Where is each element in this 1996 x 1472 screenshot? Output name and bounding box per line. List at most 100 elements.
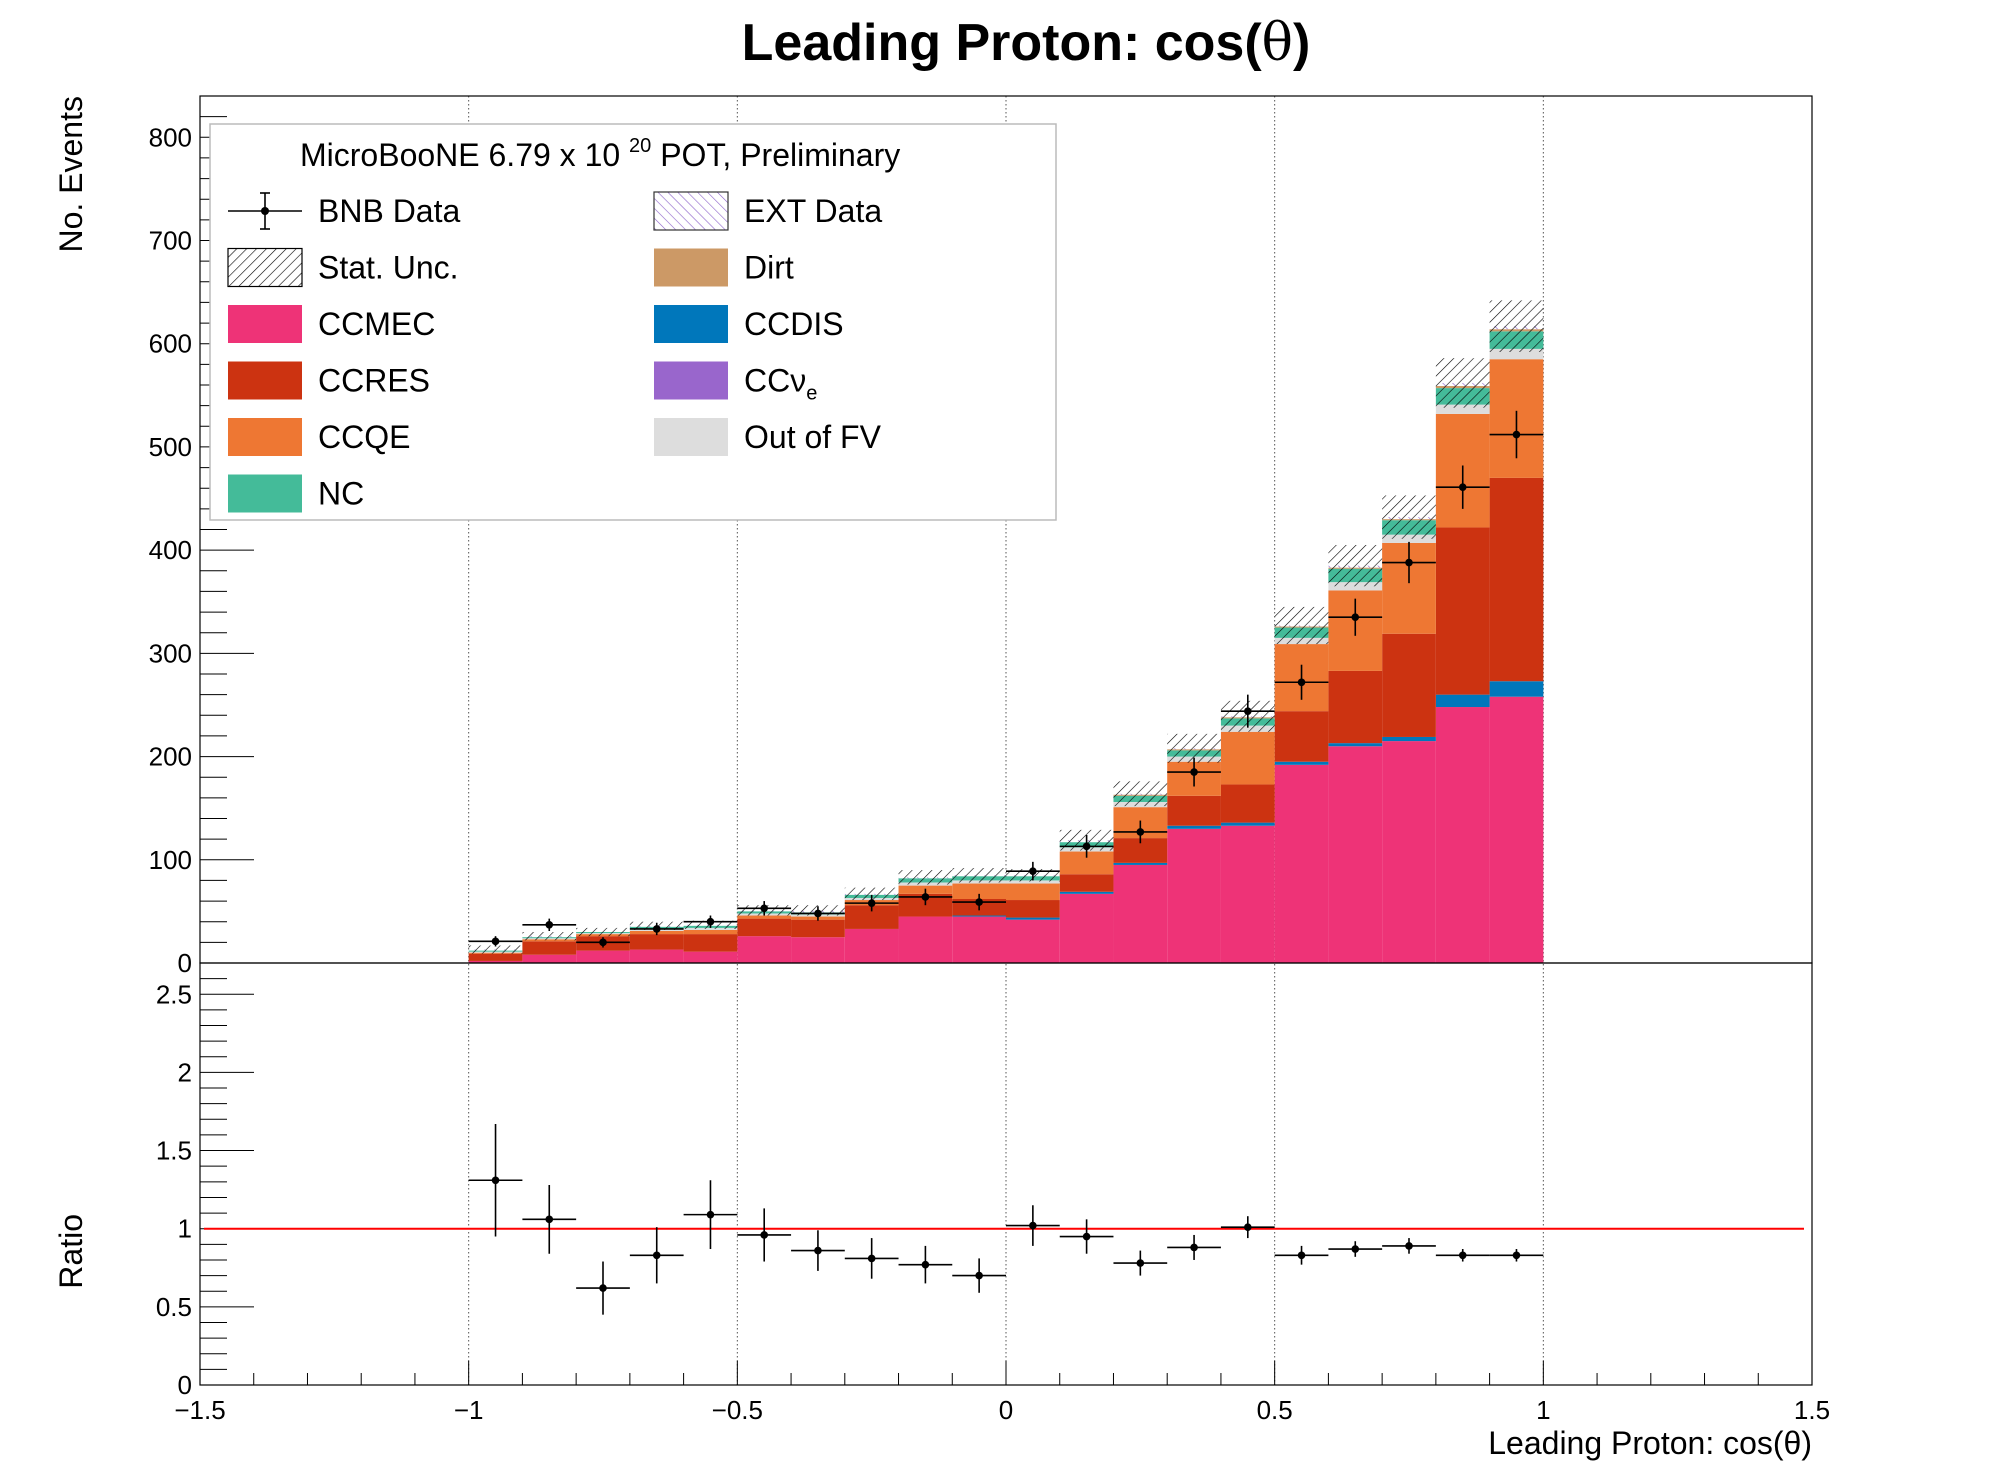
legend-label-text: CCMEC bbox=[318, 306, 435, 342]
legend-label: NC bbox=[318, 476, 364, 512]
bar-ccdis bbox=[1382, 736, 1436, 742]
stat-unc-band bbox=[1382, 495, 1436, 539]
bar-ccres bbox=[1167, 795, 1221, 826]
ratio-tick-label: 0.5 bbox=[156, 1292, 192, 1322]
ratio-tick-label: 1 bbox=[178, 1214, 192, 1244]
legend-header-text: POT, Preliminary bbox=[651, 137, 900, 173]
ratio-tick-label: 2.5 bbox=[156, 979, 192, 1009]
stat-unc-band bbox=[1274, 606, 1329, 645]
legend-label-text: NC bbox=[318, 476, 364, 512]
bar-ccmec bbox=[576, 950, 630, 963]
x-tick-label: −1.5 bbox=[174, 1395, 225, 1425]
bar-ccmec bbox=[1382, 741, 1436, 963]
legend-label: Dirt bbox=[744, 250, 794, 286]
bar-ccmec bbox=[1059, 893, 1114, 963]
data-point bbox=[760, 904, 768, 913]
legend-label-text: Dirt bbox=[744, 250, 794, 286]
legend-swatch-out-of-fv bbox=[654, 418, 728, 456]
data-point bbox=[599, 938, 607, 947]
legend-swatch-hatched bbox=[653, 191, 729, 231]
bar-ccmec bbox=[1220, 825, 1275, 963]
data-point bbox=[652, 925, 661, 933]
x-tick-label: 1 bbox=[1536, 1395, 1550, 1425]
stat-unc-band bbox=[1328, 544, 1383, 587]
bar-ccres bbox=[791, 919, 845, 938]
bar-ccres bbox=[629, 934, 684, 950]
y-axis-title: No. Events bbox=[53, 96, 89, 253]
bar-ccmec bbox=[1435, 707, 1490, 963]
ratio-point bbox=[1244, 1223, 1252, 1231]
x-tick-label: 0.5 bbox=[1257, 1395, 1293, 1425]
ratio-point bbox=[1458, 1251, 1467, 1260]
legend-label: CCMEC bbox=[318, 306, 435, 342]
ratio-point bbox=[652, 1251, 661, 1260]
ratio-point bbox=[921, 1260, 930, 1269]
title-part: ) bbox=[1293, 14, 1310, 72]
y-tick-label: 300 bbox=[149, 638, 192, 668]
data-point bbox=[545, 921, 554, 929]
stat-unc-band bbox=[576, 927, 630, 937]
y-tick-label: 500 bbox=[149, 432, 192, 462]
bar-ccdis bbox=[1059, 891, 1114, 894]
bar-ccmec bbox=[791, 937, 845, 963]
bar-ccqe bbox=[952, 883, 1006, 900]
bar-ccmec bbox=[844, 928, 899, 963]
bar-ccmec bbox=[1167, 828, 1221, 963]
bar-ccres bbox=[1328, 670, 1383, 744]
y-tick-label: 700 bbox=[149, 226, 192, 256]
data-point bbox=[1082, 842, 1091, 851]
ratio-tick-label: 2 bbox=[178, 1057, 192, 1087]
bar-ccmec bbox=[522, 954, 577, 963]
bar-ccdis bbox=[1489, 681, 1544, 697]
data-point bbox=[1351, 613, 1360, 622]
bar-ccres bbox=[522, 941, 577, 955]
data-point bbox=[975, 898, 983, 906]
bar-ccdis bbox=[1006, 917, 1060, 920]
ratio-point bbox=[760, 1231, 768, 1239]
bar-ccres bbox=[1220, 784, 1275, 823]
bar-ccdis bbox=[1435, 694, 1490, 708]
chart-title: Leading Proton: cos(θ) bbox=[742, 13, 1311, 73]
bar-ccmec bbox=[952, 916, 1006, 963]
legend-box bbox=[209, 123, 1057, 521]
bar-ccres bbox=[683, 934, 738, 952]
y-tick-label: 400 bbox=[149, 535, 192, 565]
bar-out-of-fv bbox=[1435, 404, 1490, 414]
bottom-frame bbox=[199, 962, 1813, 1386]
ratio-point bbox=[975, 1271, 983, 1280]
stat-unc-band bbox=[1489, 300, 1544, 352]
stat-unc-band bbox=[1113, 781, 1168, 807]
ratio-point bbox=[706, 1210, 715, 1219]
bar-ccmec bbox=[1328, 746, 1383, 963]
legend-swatch-nc bbox=[228, 474, 302, 513]
bar-ccdis bbox=[1113, 862, 1168, 865]
bar-out-of-fv bbox=[1489, 348, 1544, 360]
legend-label-subscript: e bbox=[806, 383, 817, 405]
legend-swatch-hatched bbox=[227, 247, 303, 288]
bar-ccqe bbox=[1059, 851, 1114, 875]
ratio-point bbox=[545, 1215, 554, 1224]
stat-unc-band bbox=[522, 932, 577, 941]
bar-ccres bbox=[1489, 477, 1544, 682]
title-part: Leading Proton: cos( bbox=[742, 14, 1263, 72]
legend-label-text: Stat. Unc. bbox=[318, 250, 459, 286]
bar-ccres bbox=[844, 905, 899, 929]
legend-header: MicroBooNE 6.79 x 10 20 POT, Preliminary bbox=[300, 135, 900, 173]
bar-ccmec bbox=[1113, 864, 1168, 963]
data-point bbox=[1405, 558, 1413, 567]
data-point bbox=[1190, 768, 1198, 776]
bar-ccres bbox=[1006, 900, 1060, 918]
x-tick-label: −0.5 bbox=[712, 1395, 763, 1425]
legend-label: CCνe bbox=[744, 363, 817, 405]
ratio-point bbox=[1512, 1251, 1521, 1260]
data-point bbox=[1297, 678, 1306, 687]
ratio-point bbox=[867, 1254, 876, 1263]
ratio-point bbox=[1351, 1245, 1360, 1253]
x-tick-label: 1.5 bbox=[1794, 1395, 1830, 1425]
ratio-point bbox=[1082, 1232, 1091, 1241]
bar-ccdis bbox=[1220, 822, 1275, 826]
legend-marker-dot bbox=[261, 207, 269, 215]
stat-unc-band bbox=[468, 945, 523, 954]
